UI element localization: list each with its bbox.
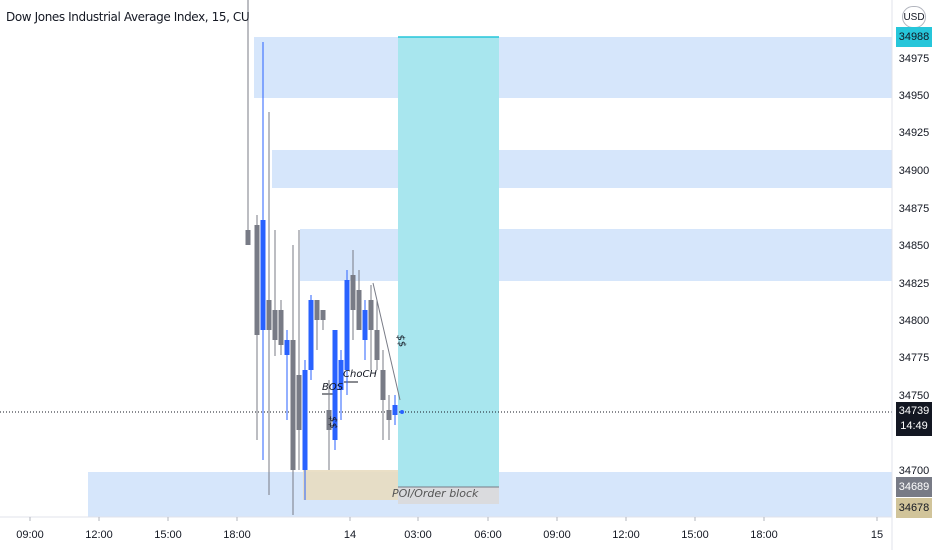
time-tick-label: 03:00 bbox=[404, 529, 432, 541]
supply-zone-2[interactable] bbox=[272, 150, 892, 188]
candle-body bbox=[380, 370, 386, 400]
time-tick-label: 15 bbox=[871, 529, 883, 541]
time-tick-label: 09:00 bbox=[16, 529, 44, 541]
position-target-area[interactable] bbox=[398, 37, 499, 412]
bos-label: BOS bbox=[322, 382, 344, 393]
choch-label: ChoCH bbox=[343, 369, 377, 380]
price-tick-label: 34950 bbox=[899, 90, 930, 102]
price-tick-label: 34800 bbox=[899, 315, 930, 327]
time-axis[interactable]: 09:00 12:00 15:00 18:00 14 03:00 06:00 09:00 12:… bbox=[16, 517, 883, 541]
candle-body bbox=[290, 340, 296, 470]
price-tick-label: 34750 bbox=[899, 390, 930, 402]
candle-body bbox=[284, 340, 290, 355]
price-tick-label: 34850 bbox=[899, 240, 930, 252]
dollar-right-label: $$ bbox=[394, 334, 407, 348]
price-tick-label: 34775 bbox=[899, 352, 930, 364]
price-label-target: 34988 bbox=[896, 27, 932, 47]
currency-button[interactable]: USD bbox=[902, 6, 926, 28]
candle-body bbox=[350, 275, 356, 310]
candle-body bbox=[392, 405, 398, 415]
candle-body bbox=[245, 230, 251, 245]
candle-body bbox=[260, 220, 266, 330]
candle-body bbox=[320, 310, 326, 320]
candle-body bbox=[266, 300, 272, 330]
price-tick-label: 34900 bbox=[899, 165, 930, 177]
last-price-label: 34739 14:49 bbox=[896, 402, 932, 436]
chart-title: Dow Jones Industrial Average Index, 15, … bbox=[6, 10, 250, 24]
price-axis[interactable]: 34975 34950 34925 34900 34875 34850 34825 34800… bbox=[899, 53, 930, 477]
candle-body bbox=[332, 330, 338, 440]
candle-body bbox=[344, 280, 350, 370]
candle-body bbox=[338, 360, 344, 390]
time-tick-label: 12:00 bbox=[85, 529, 113, 541]
price-label-stop: 34689 bbox=[896, 477, 932, 497]
candle-body bbox=[356, 290, 362, 330]
time-tick-label: 15:00 bbox=[681, 529, 709, 541]
candle-body bbox=[368, 300, 374, 330]
price-tick-label: 34975 bbox=[899, 53, 930, 65]
last-price-dot bbox=[400, 410, 404, 414]
candle-body bbox=[326, 410, 332, 430]
price-tick-label: 34825 bbox=[899, 278, 930, 290]
time-tick-label: 09:00 bbox=[543, 529, 571, 541]
candle-body bbox=[254, 225, 260, 335]
time-tick-label: 18:00 bbox=[750, 529, 778, 541]
countdown-value: 14:49 bbox=[900, 420, 928, 432]
time-tick-label: 12:00 bbox=[612, 529, 640, 541]
supply-zone-top[interactable] bbox=[254, 37, 892, 98]
price-tick-label: 34700 bbox=[899, 465, 930, 477]
order-block-label: POI/Order block bbox=[392, 487, 479, 500]
candle-body bbox=[362, 310, 368, 340]
time-tick-label: 18:00 bbox=[223, 529, 251, 541]
last-price-value: 34739 bbox=[898, 405, 930, 417]
price-tick-label: 34875 bbox=[899, 203, 930, 215]
candles-group bbox=[245, 0, 404, 515]
candle-body bbox=[302, 370, 308, 470]
position-stop-box[interactable] bbox=[398, 487, 499, 504]
time-tick-label: 06:00 bbox=[474, 529, 502, 541]
dollar-left-label: $$ bbox=[327, 416, 338, 429]
candle-body bbox=[374, 330, 380, 360]
candle-body bbox=[272, 310, 278, 340]
time-tick-label: 14 bbox=[344, 529, 356, 541]
candle-body bbox=[314, 300, 320, 320]
price-tick-label: 34925 bbox=[899, 127, 930, 139]
candle-body bbox=[308, 300, 314, 370]
candle-body bbox=[386, 410, 392, 420]
price-label-bottom: 34678 bbox=[896, 498, 932, 518]
candle-body bbox=[296, 375, 302, 430]
supply-zone-3[interactable] bbox=[300, 229, 892, 281]
time-tick-label: 15:00 bbox=[154, 529, 182, 541]
candle-body bbox=[278, 310, 284, 345]
